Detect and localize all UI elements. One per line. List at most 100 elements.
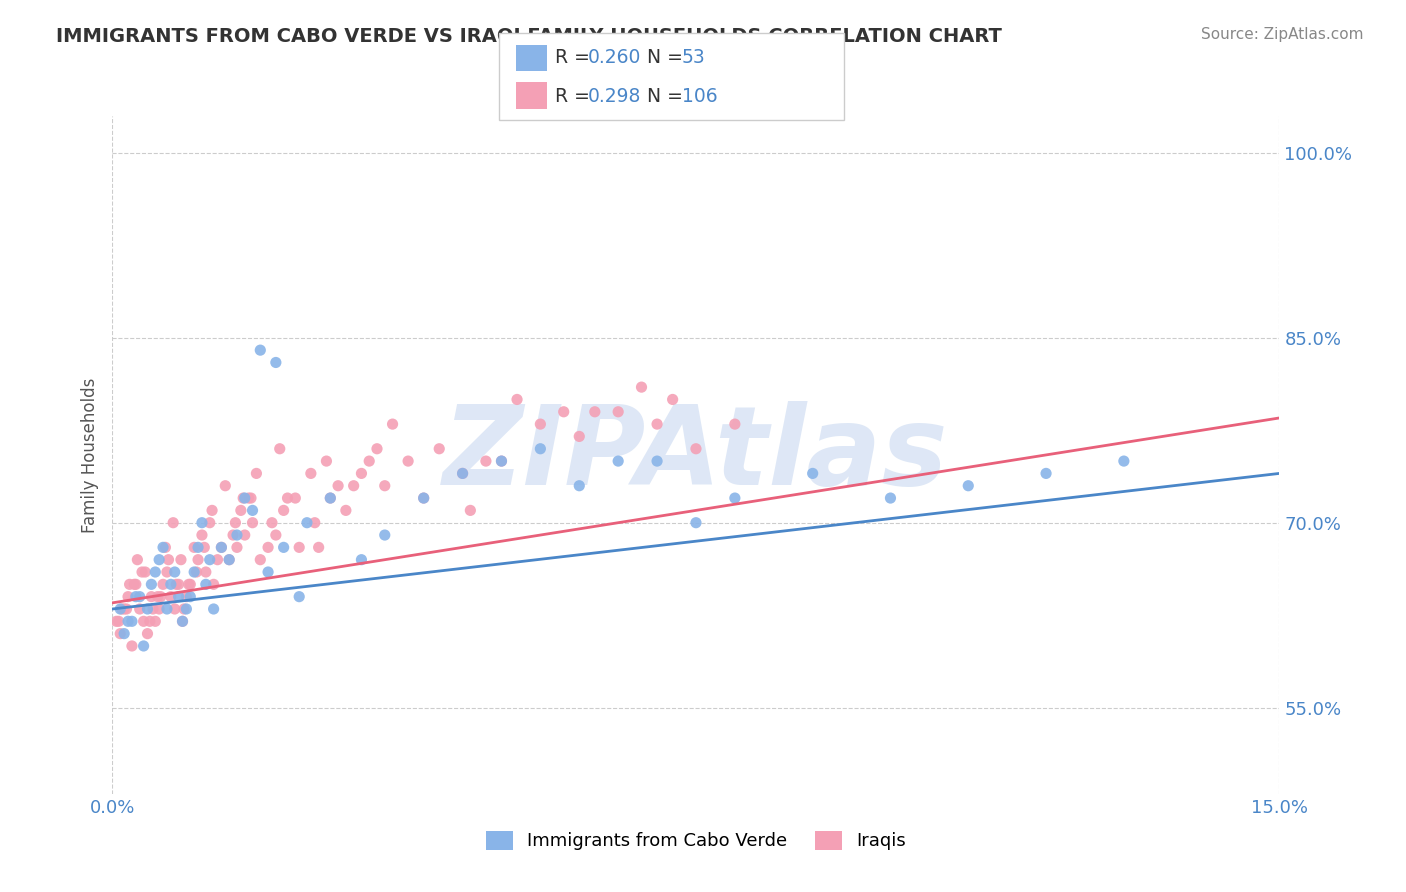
Text: 0.260: 0.260 <box>588 48 641 68</box>
Point <box>350 552 373 566</box>
Point <box>110 626 132 640</box>
Point <box>724 491 747 505</box>
Point <box>1112 454 1135 468</box>
Point <box>343 479 366 493</box>
Point <box>630 380 652 394</box>
Point <box>209 541 232 555</box>
Point <box>233 528 256 542</box>
Point <box>222 528 245 542</box>
Point <box>460 503 482 517</box>
Point <box>396 454 419 468</box>
Point <box>374 528 396 542</box>
Point <box>239 491 262 505</box>
Point <box>568 479 591 493</box>
Point <box>149 590 172 604</box>
Point <box>645 417 668 431</box>
Point <box>141 577 163 591</box>
Point <box>132 615 155 629</box>
Point <box>326 479 349 493</box>
Point <box>288 541 311 555</box>
Point <box>553 405 575 419</box>
Point <box>242 503 264 517</box>
Y-axis label: Family Households: Family Households <box>80 377 98 533</box>
Point <box>249 552 271 566</box>
Point <box>224 516 246 530</box>
Point <box>273 541 295 555</box>
Point <box>131 565 153 579</box>
Text: ZIPAtlas: ZIPAtlas <box>443 401 949 508</box>
Point <box>194 565 217 579</box>
Point <box>125 577 148 591</box>
Point <box>491 454 513 468</box>
Point <box>202 577 225 591</box>
Point <box>141 590 163 604</box>
Point <box>148 602 170 616</box>
Point <box>148 552 170 566</box>
Point <box>214 479 236 493</box>
Point <box>155 541 177 555</box>
Point <box>118 577 141 591</box>
Point <box>304 516 326 530</box>
Point <box>167 590 190 604</box>
Point <box>233 491 256 505</box>
Point <box>111 602 134 616</box>
Point <box>491 454 513 468</box>
Point <box>218 552 240 566</box>
Point <box>179 590 201 604</box>
Point <box>170 552 193 566</box>
Point <box>107 615 129 629</box>
Text: Source: ZipAtlas.com: Source: ZipAtlas.com <box>1201 27 1364 42</box>
Point <box>568 429 591 443</box>
Point <box>218 552 240 566</box>
Point <box>160 577 183 591</box>
Point <box>163 565 186 579</box>
Point <box>142 602 165 616</box>
Point <box>245 467 267 481</box>
Point <box>295 516 318 530</box>
Point <box>125 590 148 604</box>
Point <box>412 491 434 505</box>
Point <box>276 491 298 505</box>
Point <box>238 491 260 505</box>
Point <box>191 516 214 530</box>
Point <box>112 602 135 616</box>
Point <box>128 590 150 604</box>
Point <box>359 454 381 468</box>
Point <box>198 516 221 530</box>
Text: 53: 53 <box>682 48 706 68</box>
Point <box>1035 467 1057 481</box>
Point <box>308 541 330 555</box>
Point <box>112 626 135 640</box>
Point <box>127 552 149 566</box>
Point <box>607 454 630 468</box>
Point <box>506 392 529 407</box>
Point <box>374 479 396 493</box>
Point <box>117 615 139 629</box>
Point <box>177 577 200 591</box>
Point <box>183 565 205 579</box>
Point <box>115 602 138 616</box>
Point <box>202 602 225 616</box>
Text: N =: N = <box>647 87 689 106</box>
Point <box>350 467 373 481</box>
Point <box>209 541 232 555</box>
Point <box>249 343 271 358</box>
Point <box>207 552 229 566</box>
Point <box>529 417 551 431</box>
Point <box>176 590 198 604</box>
Point <box>232 491 254 505</box>
Point <box>183 541 205 555</box>
Point <box>607 405 630 419</box>
Legend: Immigrants from Cabo Verde, Iraqis: Immigrants from Cabo Verde, Iraqis <box>477 822 915 859</box>
Point <box>136 626 159 640</box>
Point <box>201 503 224 517</box>
Point <box>198 552 221 566</box>
Point <box>299 467 322 481</box>
Point <box>172 615 194 629</box>
Point <box>264 355 287 369</box>
Point <box>319 491 342 505</box>
Point <box>957 479 980 493</box>
Point <box>157 552 180 566</box>
Point <box>191 528 214 542</box>
Point <box>134 565 156 579</box>
